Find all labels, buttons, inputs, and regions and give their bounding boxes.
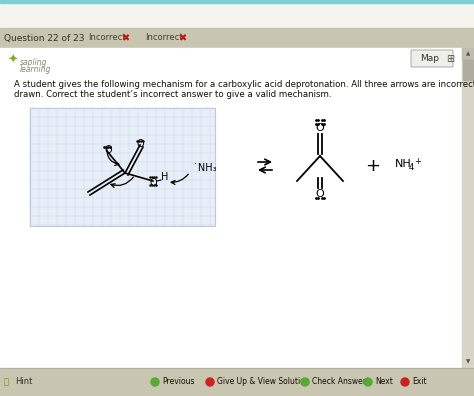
Text: sapling: sapling xyxy=(20,58,47,67)
Text: 🔦: 🔦 xyxy=(4,377,9,386)
Text: +: + xyxy=(365,157,381,175)
Bar xyxy=(0,28,474,48)
Text: O: O xyxy=(316,123,324,133)
Text: Give Up & View Solution: Give Up & View Solution xyxy=(217,377,310,386)
Bar xyxy=(0,0,474,3)
Text: Incorrect: Incorrect xyxy=(88,34,126,42)
Text: O: O xyxy=(316,189,324,199)
Text: Map: Map xyxy=(420,54,439,63)
Text: Question 22 of 23: Question 22 of 23 xyxy=(4,34,84,42)
Text: ✦: ✦ xyxy=(8,53,18,67)
FancyArrowPatch shape xyxy=(171,174,188,185)
Text: Hint: Hint xyxy=(15,377,32,386)
FancyBboxPatch shape xyxy=(411,50,453,67)
Bar xyxy=(462,48,474,60)
Bar xyxy=(462,48,474,368)
Bar xyxy=(463,60,473,80)
Text: ▲: ▲ xyxy=(466,51,470,57)
Text: 4: 4 xyxy=(409,162,414,171)
Text: O: O xyxy=(149,178,157,188)
Text: ✖: ✖ xyxy=(121,33,129,43)
Text: H: H xyxy=(161,172,169,182)
Text: Exit: Exit xyxy=(412,377,427,386)
Text: Check Answer: Check Answer xyxy=(312,377,366,386)
Text: Next: Next xyxy=(375,377,393,386)
Circle shape xyxy=(206,378,214,386)
Circle shape xyxy=(301,378,309,386)
Text: Previous: Previous xyxy=(162,377,194,386)
Text: O: O xyxy=(104,145,112,155)
Text: O: O xyxy=(136,139,144,149)
Text: learning: learning xyxy=(20,65,51,74)
Text: NH: NH xyxy=(395,159,412,169)
Text: Incorrect: Incorrect xyxy=(145,34,182,42)
Circle shape xyxy=(401,378,409,386)
Circle shape xyxy=(151,378,159,386)
Text: ˙NH₃: ˙NH₃ xyxy=(193,163,217,173)
Bar xyxy=(30,108,215,226)
Bar xyxy=(0,368,474,396)
Text: +: + xyxy=(414,156,421,166)
Text: drawn. Correct the student’s incorrect answer to give a valid mechanism.: drawn. Correct the student’s incorrect a… xyxy=(14,90,331,99)
Bar xyxy=(0,48,462,368)
Text: ✖: ✖ xyxy=(178,33,186,43)
Circle shape xyxy=(364,378,372,386)
Text: ⊞: ⊞ xyxy=(446,53,454,63)
Bar xyxy=(0,0,474,28)
FancyArrowPatch shape xyxy=(111,177,133,187)
Text: ▼: ▼ xyxy=(466,360,470,364)
Text: A student gives the following mechanism for a carboxylic acid deprotonation. All: A student gives the following mechanism … xyxy=(14,80,474,89)
FancyArrowPatch shape xyxy=(107,148,119,166)
